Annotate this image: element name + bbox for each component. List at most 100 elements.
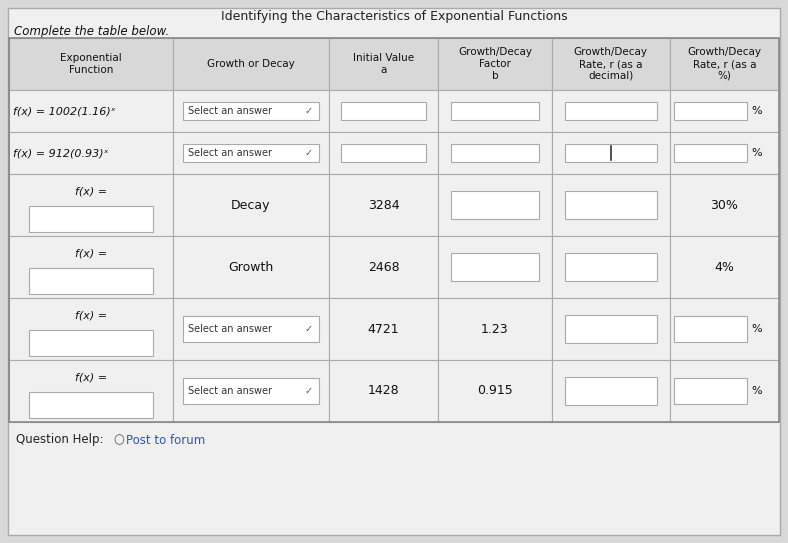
Bar bbox=[565, 253, 656, 281]
Text: ○: ○ bbox=[113, 433, 124, 446]
Bar bbox=[173, 90, 329, 132]
Bar bbox=[28, 330, 154, 356]
Text: %: % bbox=[751, 148, 762, 158]
Bar bbox=[173, 236, 329, 298]
Bar bbox=[670, 298, 779, 360]
Bar bbox=[552, 38, 670, 90]
Bar bbox=[670, 360, 779, 422]
Text: Growth/Decay
Rate, r (as a
%): Growth/Decay Rate, r (as a %) bbox=[687, 47, 761, 80]
Text: 0.915: 0.915 bbox=[477, 384, 513, 397]
Bar bbox=[552, 132, 670, 174]
Bar bbox=[9, 360, 173, 422]
Bar bbox=[28, 206, 154, 232]
Bar bbox=[9, 298, 173, 360]
Bar bbox=[552, 298, 670, 360]
Bar bbox=[438, 360, 552, 422]
Bar bbox=[565, 143, 656, 162]
Bar bbox=[438, 236, 552, 298]
Bar bbox=[552, 360, 670, 422]
Text: Question Help:: Question Help: bbox=[16, 433, 103, 446]
Bar bbox=[184, 144, 318, 162]
Text: %: % bbox=[751, 106, 762, 116]
Text: Initial Value
a: Initial Value a bbox=[353, 53, 414, 75]
Bar bbox=[184, 316, 318, 342]
Text: Select an answer: Select an answer bbox=[188, 386, 272, 396]
Text: %: % bbox=[751, 324, 762, 334]
Bar bbox=[438, 38, 552, 90]
Text: ✓: ✓ bbox=[304, 106, 313, 116]
Bar bbox=[438, 174, 552, 236]
Text: 1.23: 1.23 bbox=[481, 323, 509, 336]
Text: 4721: 4721 bbox=[368, 323, 400, 336]
Text: Post to forum: Post to forum bbox=[126, 433, 205, 446]
Text: Growth/Decay
Rate, r (as a
decimal): Growth/Decay Rate, r (as a decimal) bbox=[574, 47, 648, 80]
Bar bbox=[552, 236, 670, 298]
Text: f(x) =: f(x) = bbox=[75, 311, 107, 320]
Text: Decay: Decay bbox=[231, 199, 271, 212]
Bar bbox=[565, 102, 656, 121]
Text: ✓: ✓ bbox=[304, 324, 313, 334]
Bar bbox=[329, 360, 438, 422]
Text: Complete the table below.: Complete the table below. bbox=[14, 25, 169, 38]
Bar bbox=[670, 174, 779, 236]
Text: Growth/Decay
Factor
b: Growth/Decay Factor b bbox=[458, 47, 532, 80]
Text: Growth or Decay: Growth or Decay bbox=[207, 59, 295, 69]
Text: 4%: 4% bbox=[715, 261, 734, 274]
Bar bbox=[670, 132, 779, 174]
Bar bbox=[438, 298, 552, 360]
Text: 2468: 2468 bbox=[368, 261, 400, 274]
Text: f(x) =: f(x) = bbox=[75, 372, 107, 382]
Bar bbox=[184, 378, 318, 404]
Text: f(x) = 1002(1.16)ˣ: f(x) = 1002(1.16)ˣ bbox=[13, 106, 116, 116]
Text: ✓: ✓ bbox=[304, 148, 313, 158]
Bar bbox=[329, 174, 438, 236]
Bar bbox=[9, 174, 173, 236]
Bar bbox=[28, 392, 154, 418]
Bar bbox=[173, 360, 329, 422]
Bar bbox=[565, 315, 656, 343]
Text: 1428: 1428 bbox=[368, 384, 400, 397]
Bar bbox=[670, 236, 779, 298]
Bar bbox=[9, 132, 173, 174]
Text: ✓: ✓ bbox=[304, 386, 313, 396]
Text: Growth: Growth bbox=[229, 261, 273, 274]
Bar bbox=[329, 38, 438, 90]
Text: Exponential
Function: Exponential Function bbox=[60, 53, 122, 75]
Bar bbox=[341, 143, 426, 162]
Bar bbox=[451, 143, 539, 162]
Bar bbox=[438, 132, 552, 174]
Bar bbox=[9, 90, 173, 132]
Bar bbox=[451, 191, 539, 219]
Text: f(x) = 912(0.93)ˣ: f(x) = 912(0.93)ˣ bbox=[13, 148, 109, 158]
Bar bbox=[674, 144, 747, 162]
Bar bbox=[674, 316, 747, 342]
Bar bbox=[674, 378, 747, 404]
Bar bbox=[451, 253, 539, 281]
Bar bbox=[329, 90, 438, 132]
Bar bbox=[173, 38, 329, 90]
Text: %: % bbox=[751, 386, 762, 396]
Bar bbox=[438, 90, 552, 132]
Text: Select an answer: Select an answer bbox=[188, 324, 272, 334]
Bar bbox=[552, 174, 670, 236]
Bar bbox=[670, 90, 779, 132]
Bar bbox=[329, 298, 438, 360]
Bar bbox=[9, 38, 779, 422]
Text: Select an answer: Select an answer bbox=[188, 106, 272, 116]
Bar bbox=[184, 102, 318, 120]
Bar bbox=[670, 38, 779, 90]
Bar bbox=[341, 102, 426, 121]
Bar bbox=[173, 132, 329, 174]
Bar bbox=[173, 174, 329, 236]
Bar bbox=[552, 90, 670, 132]
Bar bbox=[329, 132, 438, 174]
Bar bbox=[674, 102, 747, 120]
Bar bbox=[451, 102, 539, 121]
Text: Select an answer: Select an answer bbox=[188, 148, 272, 158]
Bar bbox=[565, 191, 656, 219]
Text: f(x) =: f(x) = bbox=[75, 186, 107, 197]
Bar bbox=[329, 236, 438, 298]
Bar bbox=[28, 268, 154, 294]
Text: Identifying the Characteristics of Exponential Functions: Identifying the Characteristics of Expon… bbox=[221, 10, 567, 23]
Text: f(x) =: f(x) = bbox=[75, 248, 107, 258]
